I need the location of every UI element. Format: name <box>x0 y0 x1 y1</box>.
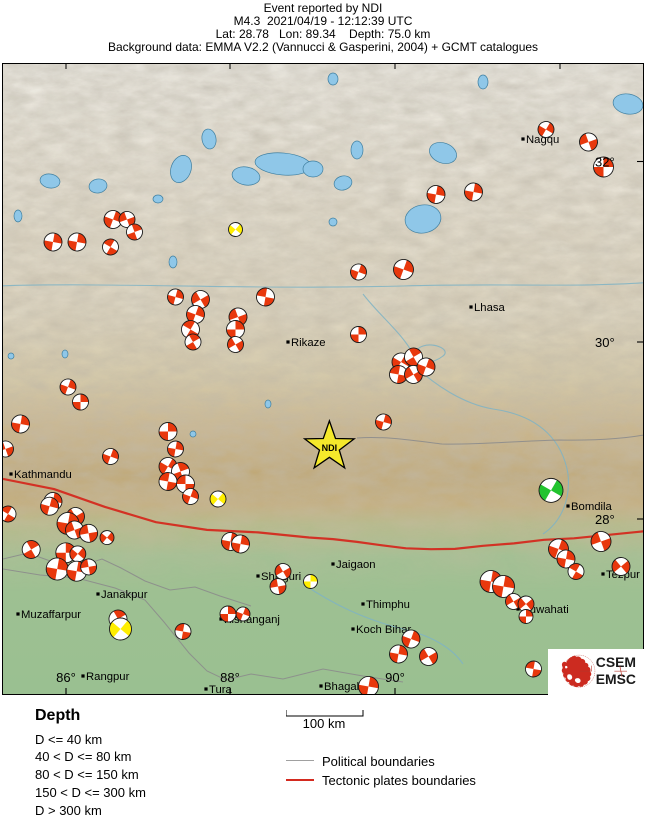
svg-text:Rikaze: Rikaze <box>291 337 326 349</box>
svg-text:Thimphu: Thimphu <box>366 599 410 611</box>
svg-text:Jaigaon: Jaigaon <box>336 559 376 571</box>
svg-text:Lhasa: Lhasa <box>474 302 505 314</box>
svg-text:Tura: Tura <box>209 684 233 694</box>
svg-text:Kathmandu: Kathmandu <box>14 469 72 481</box>
svg-text:28°: 28° <box>595 512 615 527</box>
svg-text:Muzaffarpur: Muzaffarpur <box>21 609 81 621</box>
svg-text:32°: 32° <box>595 155 615 170</box>
svg-text:30°: 30° <box>595 335 615 350</box>
svg-text:90°: 90° <box>385 670 405 685</box>
svg-text:CSEM: CSEM <box>596 654 636 670</box>
svg-text:86°: 86° <box>56 670 76 685</box>
svg-text:100 km: 100 km <box>303 716 346 730</box>
svg-text:NDI: NDI <box>322 443 338 453</box>
svg-text:88°: 88° <box>220 670 240 685</box>
svg-text:Rangpur: Rangpur <box>86 671 130 683</box>
svg-text:EMSC: EMSC <box>596 671 636 687</box>
svg-text:Janakpur: Janakpur <box>101 589 148 601</box>
